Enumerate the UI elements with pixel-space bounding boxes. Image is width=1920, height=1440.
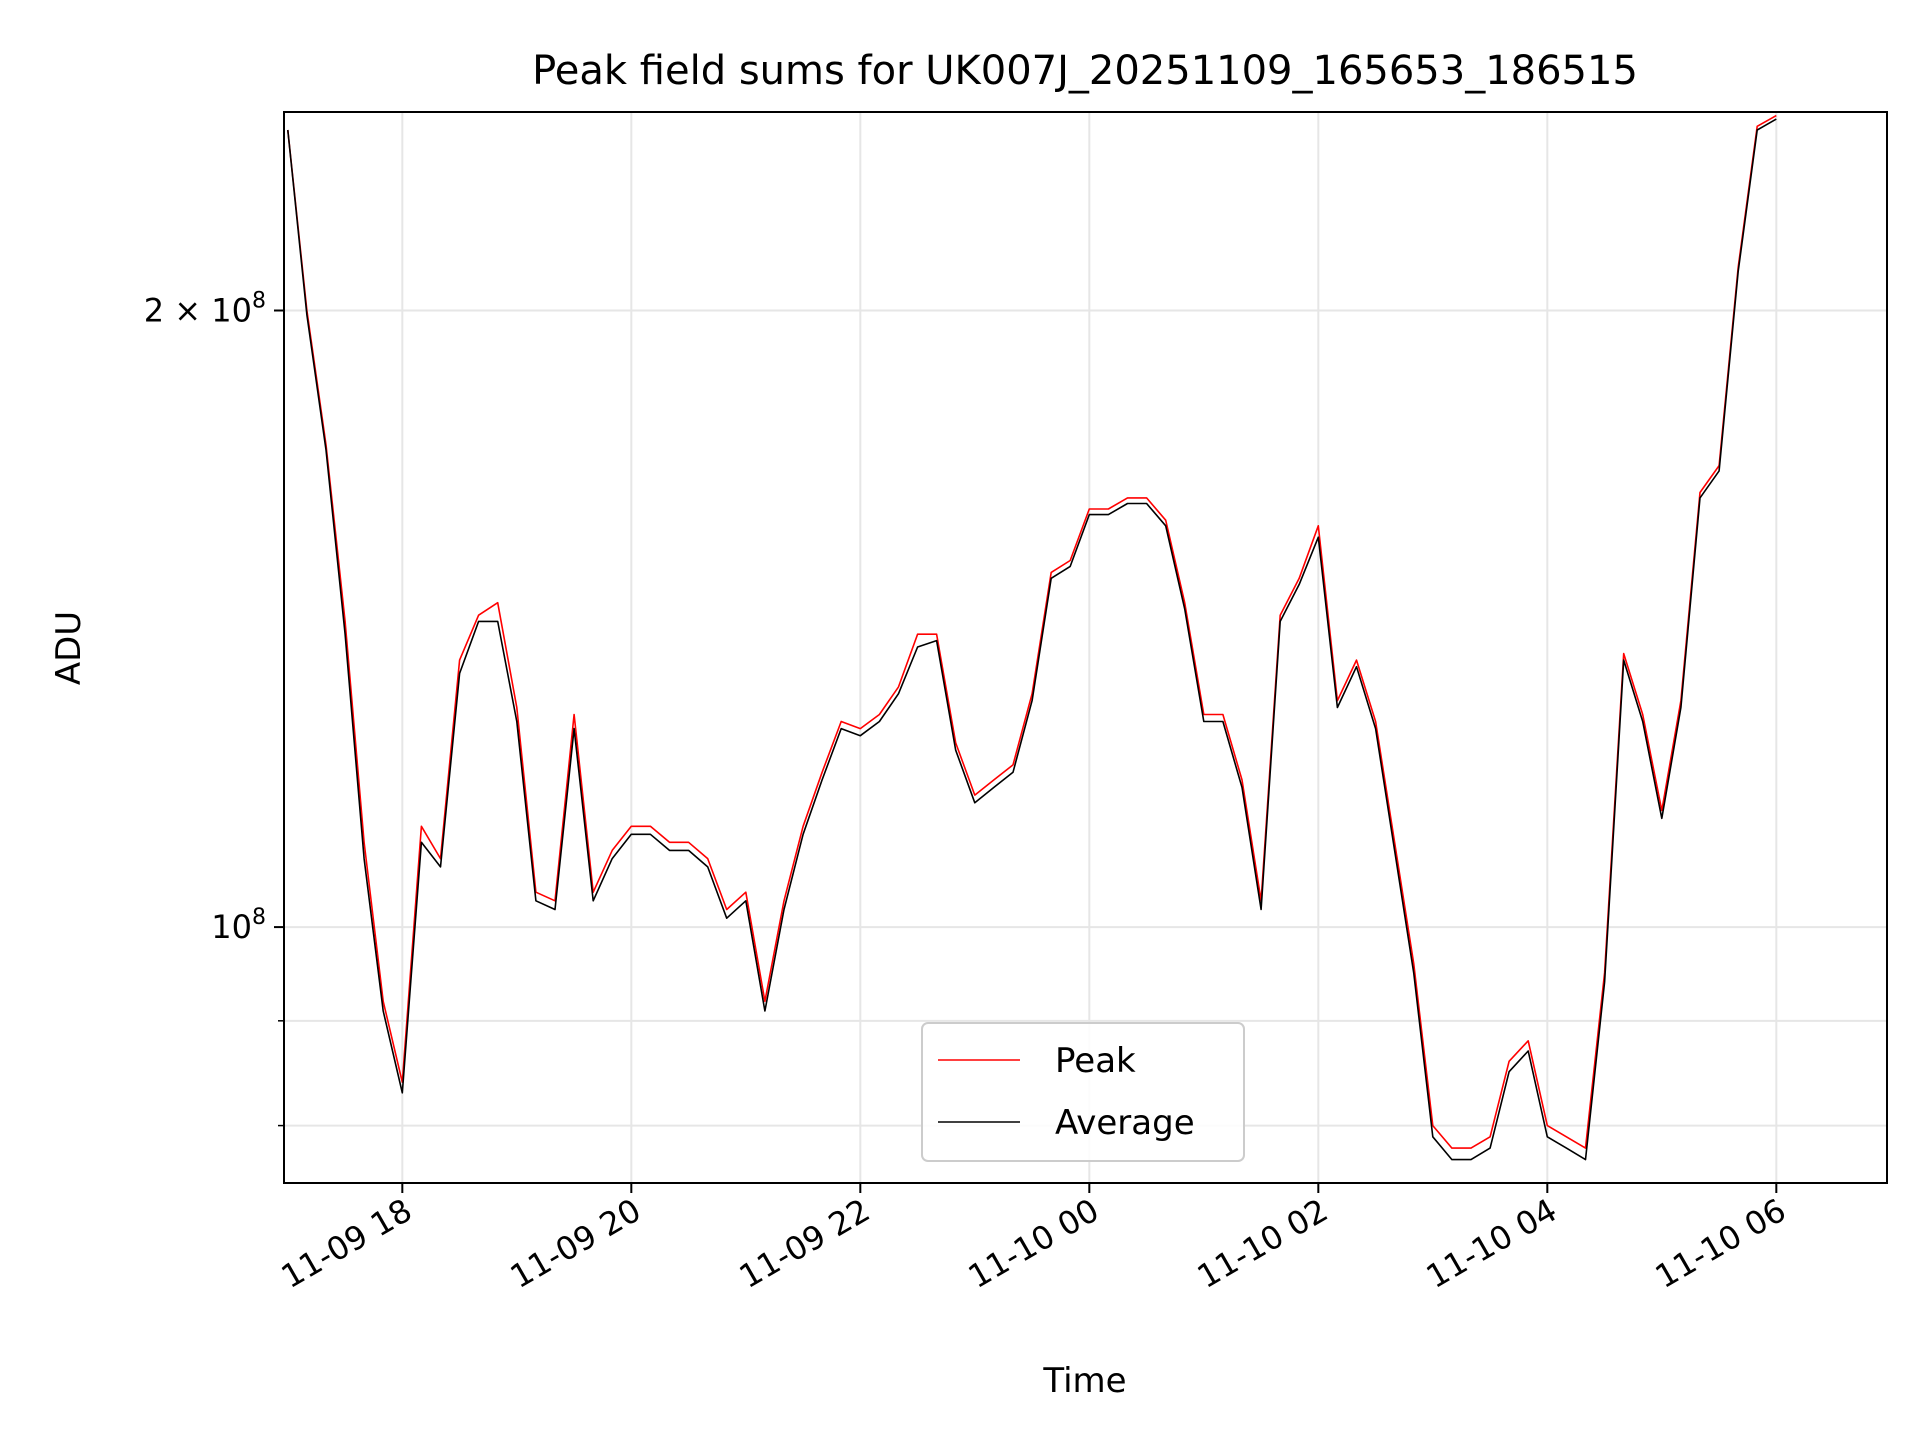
- series-line-average: [287, 118, 1777, 1161]
- y-tick-label-exponent: 8: [252, 288, 266, 313]
- y-tick-label: 2 × 108: [144, 288, 266, 329]
- grid: [284, 112, 1887, 1183]
- legend: Peak Average: [921, 1022, 1245, 1162]
- legend-label-average: Average: [1055, 1103, 1195, 1143]
- x-axis-label: Time: [1042, 1361, 1126, 1401]
- y-axis-label: ADU: [49, 611, 89, 685]
- chart-title: Peak field sums for UK007J_20251109_1656…: [532, 48, 1638, 94]
- y-tick-label-base: 2 × 10: [144, 291, 252, 329]
- y-tick-label-base: 10: [211, 908, 252, 946]
- y-tick-label: 108: [211, 905, 266, 946]
- legend-box: [921, 1022, 1245, 1162]
- y-tick-label-exponent: 8: [252, 905, 266, 930]
- series-line-peak: [287, 114, 1777, 1149]
- plot-series: [287, 114, 1777, 1161]
- legend-label-peak: Peak: [1055, 1041, 1136, 1081]
- plot-frame: [283, 111, 1888, 1184]
